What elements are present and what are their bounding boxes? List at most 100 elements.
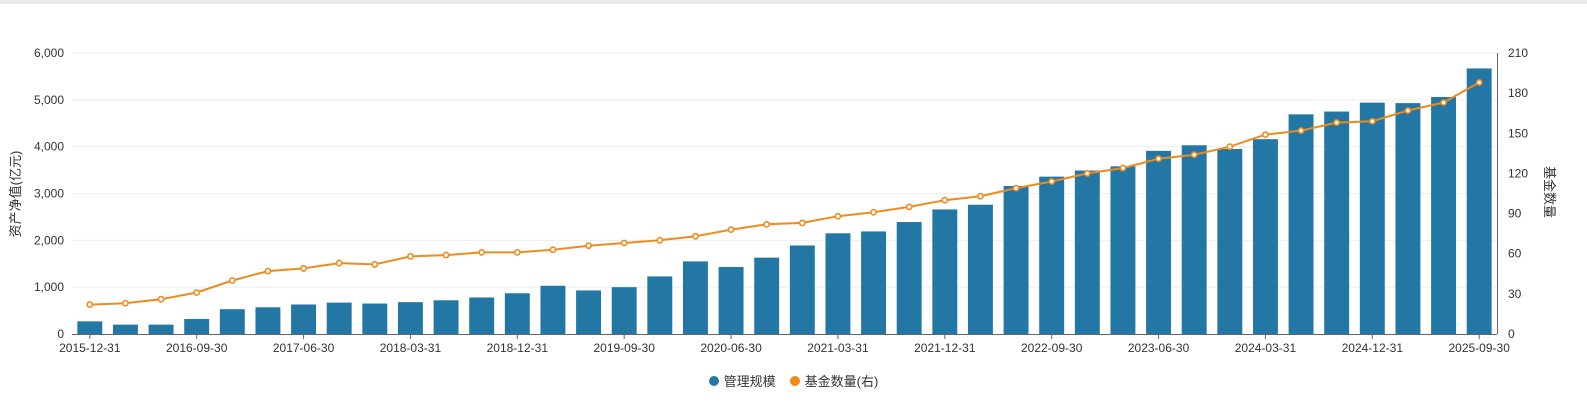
bar[interactable] (362, 303, 388, 334)
line-point[interactable] (656, 236, 664, 244)
bar[interactable] (77, 321, 103, 334)
bar[interactable] (291, 304, 317, 334)
top-border (0, 0, 1587, 4)
bar[interactable] (754, 257, 780, 334)
legend: 管理规模 基金数量(右) (0, 371, 1587, 390)
line-point[interactable] (905, 203, 913, 211)
bar[interactable] (1217, 149, 1243, 334)
bar[interactable] (469, 297, 495, 334)
bar[interactable] (1074, 170, 1100, 334)
y2-tick-label: 30 (1508, 287, 1522, 301)
y2-tick-label: 120 (1508, 166, 1528, 180)
line-point[interactable] (1368, 117, 1376, 125)
line-point[interactable] (870, 208, 877, 216)
line-point[interactable] (1155, 155, 1162, 163)
line-point[interactable] (1119, 164, 1127, 172)
bar[interactable] (1395, 103, 1421, 334)
line-point[interactable] (1440, 99, 1447, 106)
x-tick-label: 2021-12-31 (914, 341, 976, 355)
bar[interactable] (1288, 114, 1314, 334)
bar[interactable] (219, 309, 245, 334)
bar[interactable] (1431, 97, 1457, 334)
bar[interactable] (540, 285, 566, 334)
line-point[interactable] (1262, 131, 1269, 139)
bar[interactable] (896, 222, 922, 334)
line-point[interactable] (1297, 127, 1305, 135)
bar[interactable] (433, 300, 459, 334)
x-tick-label: 2017-06-30 (273, 341, 335, 355)
x-tick-label: 2018-12-31 (487, 341, 549, 355)
line-point[interactable] (834, 212, 842, 220)
axes: 0 1,000 2,000 3,000 4,000 5,000 6,000 0 30 60 90 12… (34, 46, 1528, 355)
line-point[interactable] (478, 248, 486, 256)
line-point[interactable] (407, 252, 414, 260)
bar[interactable] (1359, 102, 1385, 334)
bar[interactable] (326, 302, 352, 334)
bar[interactable] (967, 204, 993, 334)
line-point[interactable] (620, 239, 628, 247)
bar[interactable] (789, 245, 815, 334)
x-tick-label: 2019-09-30 (593, 341, 655, 355)
line-point[interactable] (371, 261, 379, 268)
line-point[interactable] (122, 299, 129, 307)
line-point[interactable] (585, 242, 592, 250)
line-point[interactable] (1190, 151, 1198, 159)
bar[interactable] (861, 231, 887, 334)
bar[interactable] (1466, 68, 1492, 334)
line-point[interactable] (1475, 79, 1483, 86)
bar[interactable] (647, 276, 673, 334)
line-point[interactable] (157, 295, 165, 303)
bar[interactable] (1039, 176, 1065, 334)
line-point[interactable] (549, 246, 557, 254)
line-point[interactable] (1226, 143, 1234, 151)
line-point[interactable] (193, 289, 201, 296)
line-point[interactable] (763, 220, 771, 228)
legend-item-aum[interactable]: 管理规模 (708, 371, 776, 390)
bar[interactable] (718, 267, 744, 334)
bar[interactable] (1003, 186, 1029, 334)
bar[interactable] (682, 261, 708, 334)
line-point[interactable] (228, 277, 236, 284)
line-point[interactable] (264, 267, 272, 275)
y2-tick-label: 180 (1508, 86, 1528, 100)
line-point[interactable] (1404, 107, 1412, 114)
line-point[interactable] (798, 219, 806, 227)
bar[interactable] (255, 307, 281, 334)
legend-marker-fund-count (789, 375, 800, 386)
y-tick-label: 6,000 (34, 46, 64, 60)
line-point[interactable] (941, 196, 949, 204)
bar[interactable] (1146, 150, 1172, 334)
bar[interactable] (576, 290, 602, 334)
grid (72, 52, 1497, 288)
bar[interactable] (112, 324, 138, 334)
bar[interactable] (1324, 111, 1350, 335)
line-point[interactable] (692, 232, 699, 240)
x-tick-label: 2024-03-31 (1235, 341, 1297, 355)
legend-item-fund-count[interactable]: 基金数量(右) (789, 371, 878, 390)
bar[interactable] (184, 319, 210, 334)
line-point[interactable] (1048, 178, 1056, 185)
y2-tick-label: 60 (1508, 247, 1522, 261)
bar[interactable] (932, 209, 958, 334)
line-point[interactable] (86, 301, 94, 308)
bar[interactable] (1181, 145, 1207, 334)
bar[interactable] (1252, 139, 1278, 334)
line-point[interactable] (442, 251, 450, 259)
bar[interactable] (825, 233, 851, 334)
x-tick-label: 2022-09-30 (1021, 341, 1083, 355)
line-point[interactable] (513, 248, 521, 256)
line-point[interactable] (1012, 184, 1020, 192)
fund-count-line (89, 81, 1480, 306)
bar[interactable] (1110, 166, 1136, 334)
bar[interactable] (148, 324, 174, 334)
line-point[interactable] (300, 265, 307, 272)
bar[interactable] (397, 302, 423, 334)
line-point[interactable] (727, 226, 735, 234)
line-point[interactable] (1333, 119, 1341, 126)
line-point[interactable] (335, 259, 343, 267)
line-point[interactable] (977, 192, 984, 200)
bar[interactable] (611, 287, 637, 334)
bar[interactable] (504, 293, 530, 334)
line-point[interactable] (1083, 170, 1091, 177)
